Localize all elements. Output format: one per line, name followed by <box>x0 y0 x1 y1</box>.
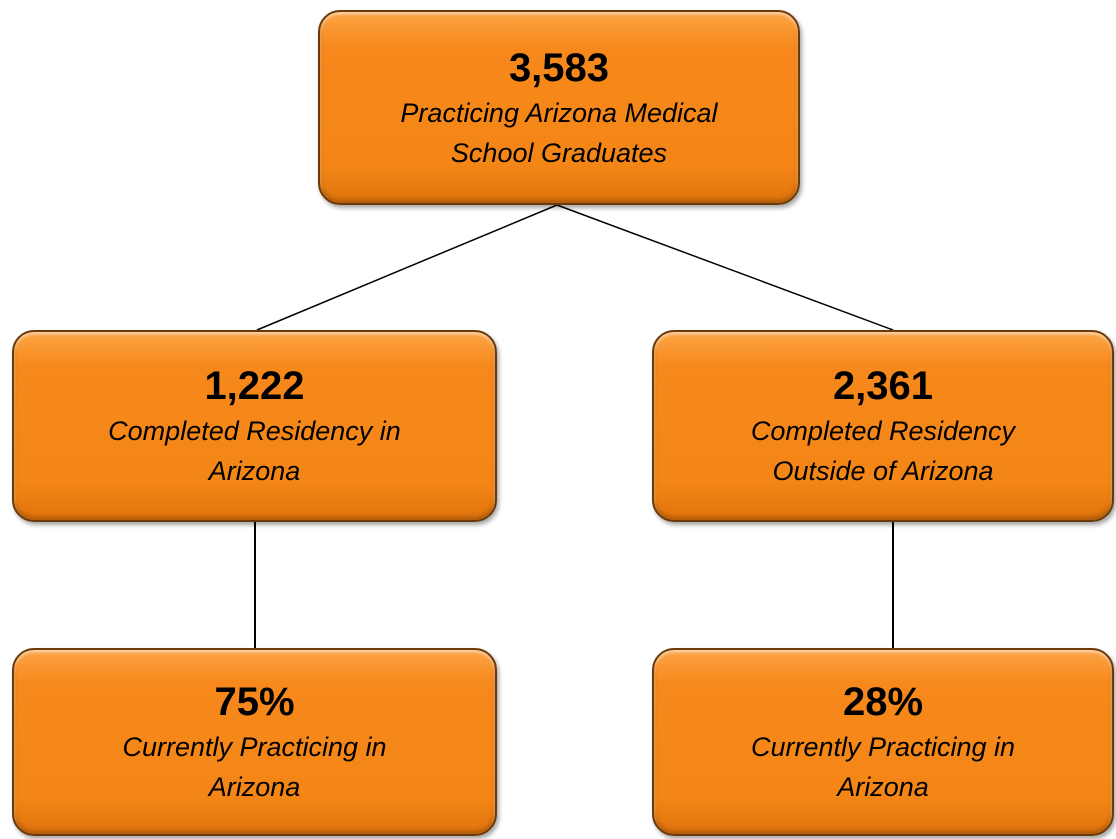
node-label: Currently Practicing in <box>122 732 387 762</box>
node-value: 75% <box>214 680 295 724</box>
node-box: 3,583 Practicing Arizona Medical School Gr… <box>318 10 800 205</box>
node-value: 28% <box>842 680 924 724</box>
node-label: Practicing Arizona Medical <box>400 97 718 128</box>
node-box: 28% Currently Practicing in Arizona <box>652 648 1114 836</box>
node-value: 2,361 <box>832 364 934 408</box>
node-box: 1,222 Completed Residency in Arizona <box>12 330 497 522</box>
connector <box>256 204 558 331</box>
node-label: School Graduates <box>450 137 668 168</box>
node-value: 3,583 <box>508 45 610 90</box>
node-label: Arizona <box>208 456 301 486</box>
node-label: Outside of Arizona <box>772 456 994 486</box>
node-label: Arizona <box>837 772 929 802</box>
connector <box>556 204 894 331</box>
node-box: 2,361 Completed Residency Outside of Arizo… <box>652 330 1114 522</box>
node-value: 1,222 <box>204 364 305 408</box>
node-label: Completed Residency <box>750 416 1016 446</box>
node-label: Completed Residency in <box>108 416 401 446</box>
node-label: Currently Practicing in <box>750 732 1016 762</box>
node-label: Arizona <box>208 772 301 802</box>
node-box: 75% Currently Practicing in Arizona <box>12 648 497 836</box>
